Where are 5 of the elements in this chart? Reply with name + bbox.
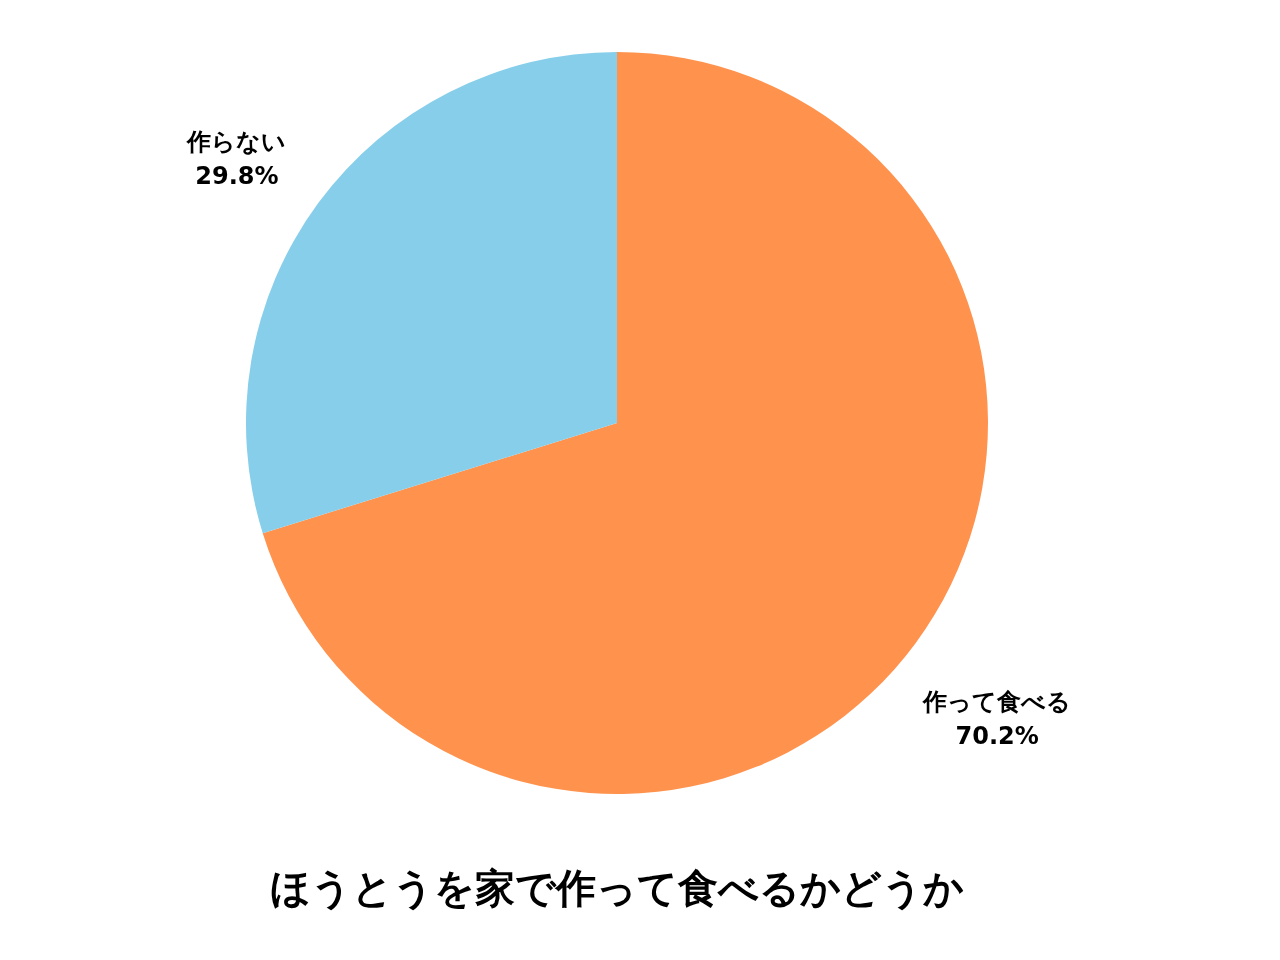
slice-label: 作って食べる — [922, 687, 1072, 716]
data-label: 70.2% — [955, 721, 1039, 750]
data-label: 29.8% — [195, 162, 279, 191]
text: ほうとうを家で作って食べるかどうか — [270, 865, 964, 911]
slice-label: 作らない — [186, 128, 287, 157]
